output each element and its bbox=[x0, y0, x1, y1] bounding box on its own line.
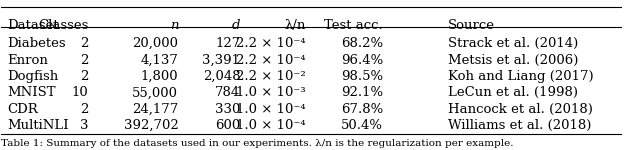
Text: MNIST: MNIST bbox=[8, 86, 56, 99]
Text: λ/n: λ/n bbox=[284, 19, 305, 32]
Text: 1.0 × 10⁻⁴: 1.0 × 10⁻⁴ bbox=[236, 103, 305, 116]
Text: Source: Source bbox=[448, 19, 495, 32]
Text: 50.4%: 50.4% bbox=[341, 119, 383, 132]
Text: 2: 2 bbox=[80, 103, 88, 116]
Text: 10: 10 bbox=[72, 86, 88, 99]
Text: CDR: CDR bbox=[8, 103, 38, 116]
Text: 92.1%: 92.1% bbox=[341, 86, 383, 99]
Text: 3,391: 3,391 bbox=[202, 54, 241, 67]
Text: 2,048: 2,048 bbox=[203, 70, 241, 83]
Text: 392,702: 392,702 bbox=[124, 119, 179, 132]
Text: 2: 2 bbox=[80, 70, 88, 83]
Text: Diabetes: Diabetes bbox=[8, 37, 66, 50]
Text: MultiNLI: MultiNLI bbox=[8, 119, 69, 132]
Text: Metsis et al. (2006): Metsis et al. (2006) bbox=[448, 54, 579, 67]
Text: 2.2 × 10⁻⁴: 2.2 × 10⁻⁴ bbox=[236, 54, 305, 67]
Text: 1,800: 1,800 bbox=[141, 70, 179, 83]
Text: Dogfish: Dogfish bbox=[8, 70, 59, 83]
Text: 20,000: 20,000 bbox=[132, 37, 179, 50]
Text: Test acc.: Test acc. bbox=[324, 19, 383, 32]
Text: 2.2 × 10⁻⁴: 2.2 × 10⁻⁴ bbox=[236, 37, 305, 50]
Text: 67.8%: 67.8% bbox=[341, 103, 383, 116]
Text: 3: 3 bbox=[80, 119, 88, 132]
Text: Enron: Enron bbox=[8, 54, 49, 67]
Text: 55,000: 55,000 bbox=[132, 86, 179, 99]
Text: Hancock et al. (2018): Hancock et al. (2018) bbox=[448, 103, 593, 116]
Text: Classes: Classes bbox=[38, 19, 88, 32]
Text: 600: 600 bbox=[215, 119, 241, 132]
Text: Strack et al. (2014): Strack et al. (2014) bbox=[448, 37, 579, 50]
Text: 127: 127 bbox=[215, 37, 241, 50]
Text: 1.0 × 10⁻³: 1.0 × 10⁻³ bbox=[236, 86, 305, 99]
Text: 96.4%: 96.4% bbox=[341, 54, 383, 67]
Text: Koh and Liang (2017): Koh and Liang (2017) bbox=[448, 70, 594, 83]
Text: 68.2%: 68.2% bbox=[341, 37, 383, 50]
Text: LeCun et al. (1998): LeCun et al. (1998) bbox=[448, 86, 579, 99]
Text: 4,137: 4,137 bbox=[140, 54, 179, 67]
Text: 2: 2 bbox=[80, 54, 88, 67]
Text: 1.0 × 10⁻⁴: 1.0 × 10⁻⁴ bbox=[236, 119, 305, 132]
Text: Dataset: Dataset bbox=[8, 19, 60, 32]
Text: Williams et al. (2018): Williams et al. (2018) bbox=[448, 119, 592, 132]
Text: 330: 330 bbox=[215, 103, 241, 116]
Text: 2: 2 bbox=[80, 37, 88, 50]
Text: n: n bbox=[170, 19, 179, 32]
Text: d: d bbox=[232, 19, 241, 32]
Text: 784: 784 bbox=[215, 86, 241, 99]
Text: 2.2 × 10⁻²: 2.2 × 10⁻² bbox=[236, 70, 305, 83]
Text: 24,177: 24,177 bbox=[132, 103, 179, 116]
Text: 98.5%: 98.5% bbox=[341, 70, 383, 83]
Text: Table 1: Summary of the datasets used in our experiments. λ/n is the regularizat: Table 1: Summary of the datasets used in… bbox=[1, 138, 514, 147]
